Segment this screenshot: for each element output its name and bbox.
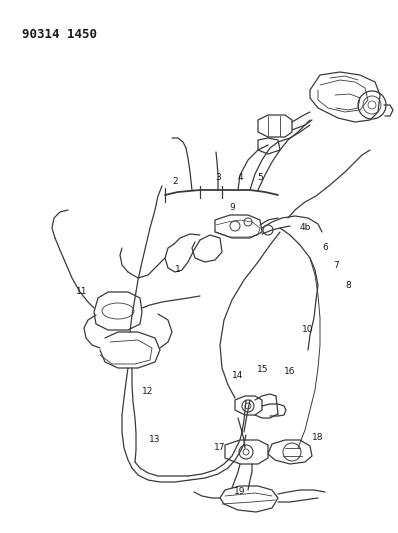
Text: 1: 1	[175, 265, 181, 274]
Text: 12: 12	[142, 387, 154, 397]
Text: 2: 2	[172, 177, 178, 187]
Text: 18: 18	[312, 433, 324, 442]
Text: 5: 5	[257, 174, 263, 182]
Text: 15: 15	[257, 366, 269, 375]
Text: 16: 16	[284, 367, 296, 376]
Text: 3: 3	[215, 174, 221, 182]
Text: 4b: 4b	[299, 223, 311, 232]
Text: 11: 11	[76, 287, 88, 296]
Text: 4: 4	[237, 174, 243, 182]
Text: 8: 8	[345, 281, 351, 290]
Text: 14: 14	[232, 370, 244, 379]
Text: 7: 7	[333, 262, 339, 271]
Text: 9: 9	[229, 204, 235, 213]
Text: 90314 1450: 90314 1450	[22, 28, 97, 41]
Text: 17: 17	[214, 443, 226, 453]
Text: 6: 6	[322, 244, 328, 253]
Text: 10: 10	[302, 326, 314, 335]
Text: 13: 13	[149, 435, 161, 445]
Text: 19: 19	[234, 488, 246, 497]
